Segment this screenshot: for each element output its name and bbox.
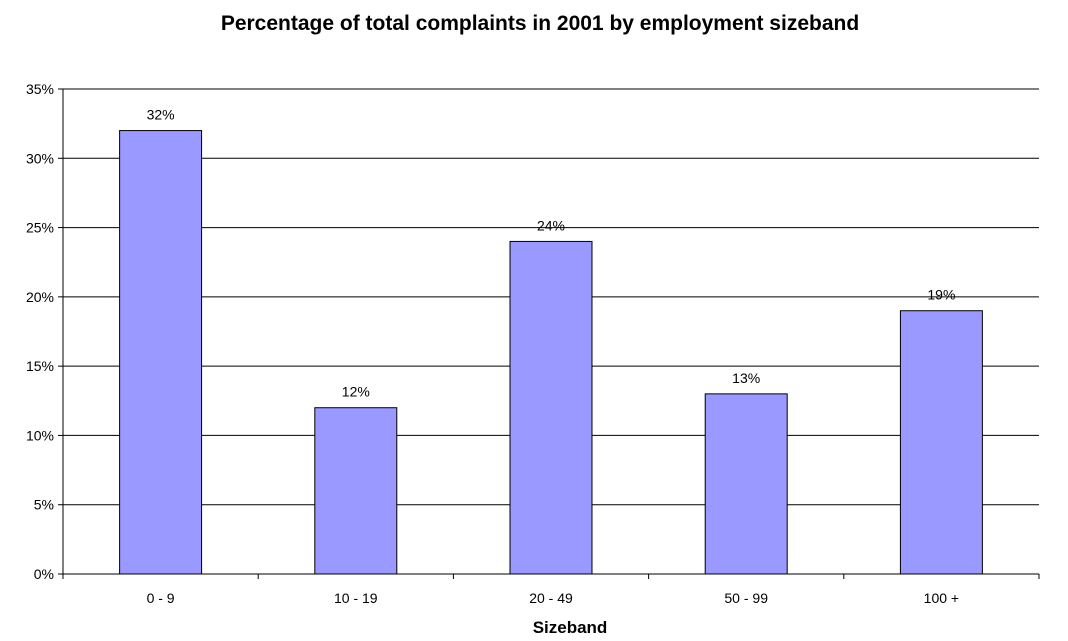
x-tick-label: 50 - 99	[724, 590, 768, 606]
data-label: 24%	[537, 217, 565, 233]
bar	[509, 240, 593, 575]
x-axis-title: Sizeband	[533, 618, 608, 637]
y-tick-label: 35%	[26, 81, 54, 97]
data-label: 32%	[147, 107, 175, 123]
labels: 0% 5% 10% 15% 20% 25% 30% 35% 32% 0 - 9 12% 10 - 19…	[26, 81, 959, 606]
x-tick-label: 10 - 19	[334, 590, 378, 606]
y-tick-label: 20%	[26, 289, 54, 305]
data-label: 13%	[732, 370, 760, 386]
x-tick-label: 0 - 9	[147, 590, 175, 606]
bars	[119, 130, 983, 575]
x-tick-label: 20 - 49	[529, 590, 573, 606]
bar	[314, 407, 398, 575]
axes	[58, 88, 1040, 579]
data-label: 19%	[927, 287, 955, 303]
bar	[704, 393, 788, 575]
y-tick-label: 25%	[26, 220, 54, 236]
bar	[899, 310, 983, 575]
bar	[119, 130, 203, 575]
y-tick-label: 0%	[34, 566, 54, 582]
y-tick-label: 5%	[34, 497, 54, 513]
x-tick-label: 100 +	[924, 590, 959, 606]
y-tick-label: 10%	[26, 427, 54, 443]
chart-title: Percentage of total complaints in 2001 b…	[221, 12, 859, 35]
data-label: 12%	[342, 384, 370, 400]
y-tick-label: 15%	[26, 358, 54, 374]
y-tick-label: 30%	[26, 150, 54, 166]
